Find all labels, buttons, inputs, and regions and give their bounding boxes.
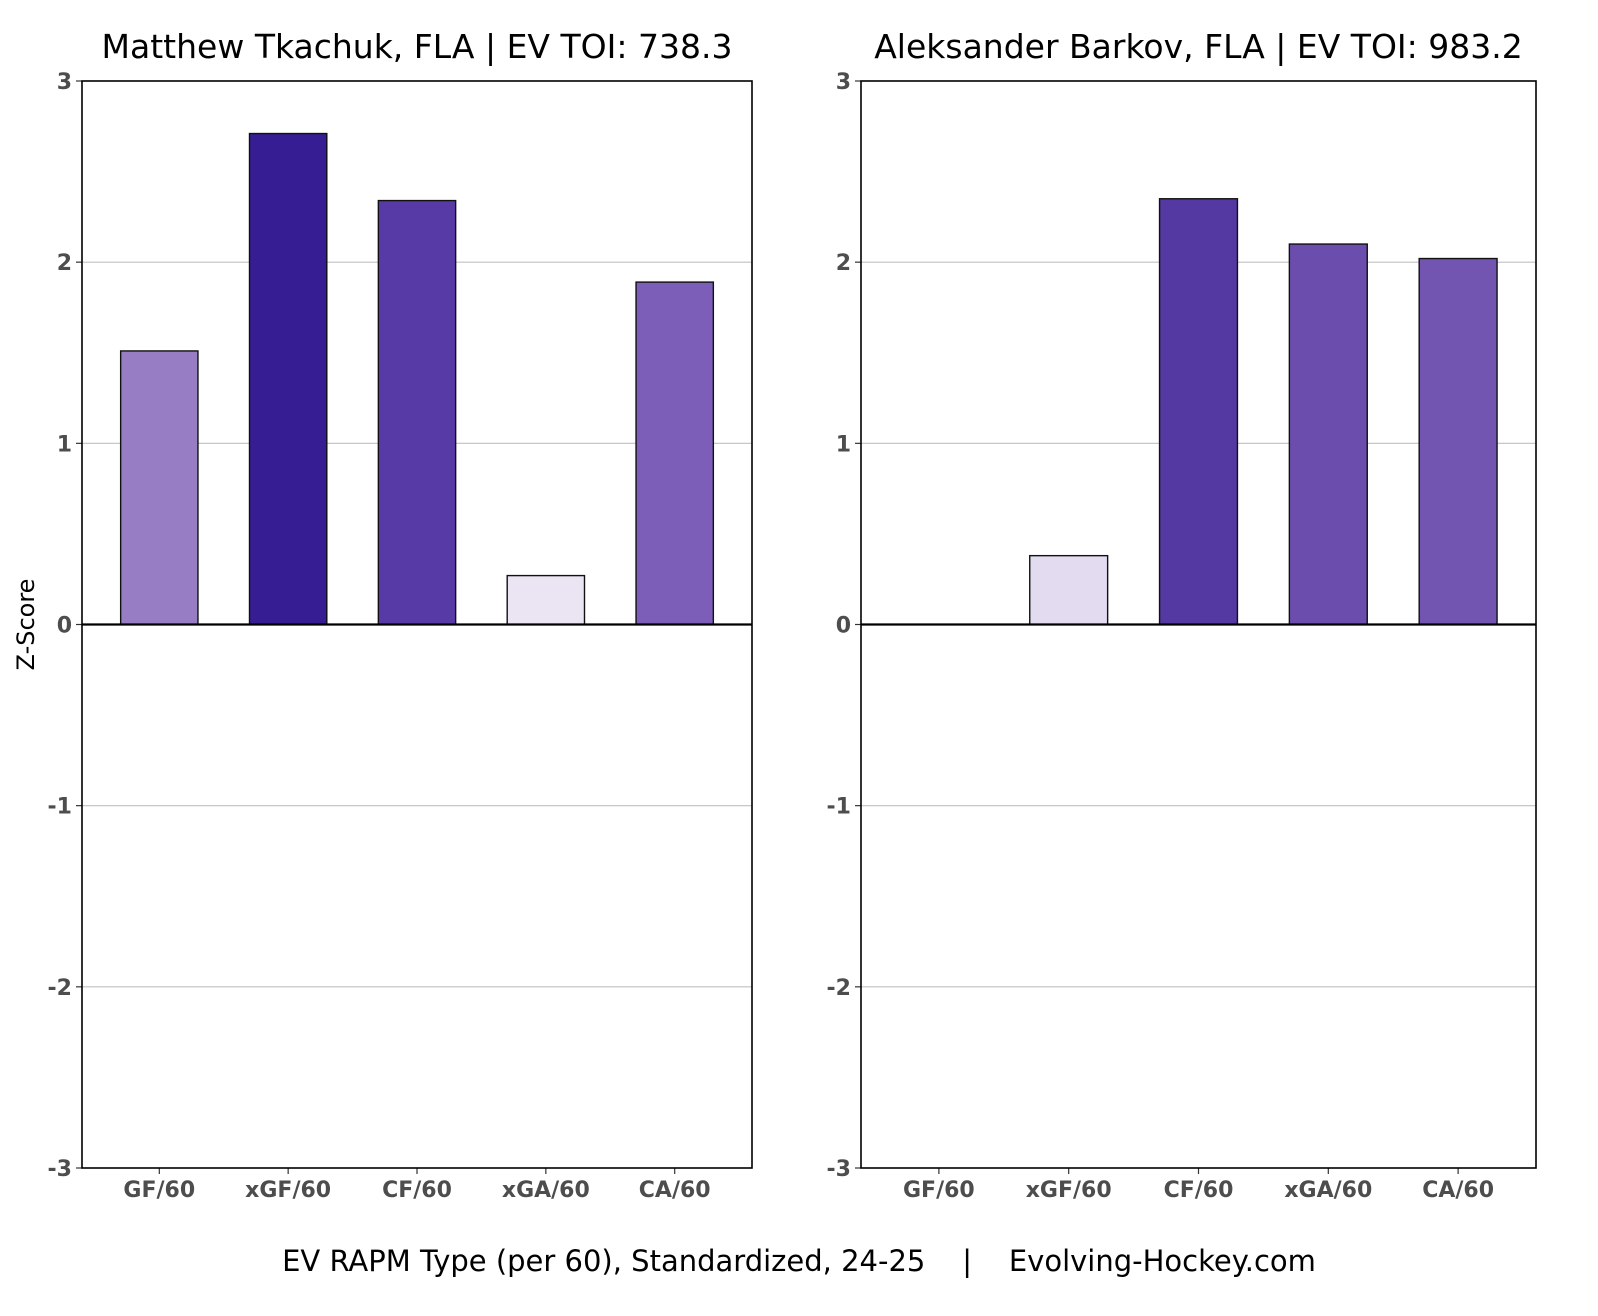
y-tick-label: 2 — [57, 251, 72, 276]
bar-xga-60 — [1288, 243, 1368, 626]
chart-caption: EV RAPM Type (per 60), Standardized, 24-… — [282, 1244, 1316, 1278]
panel-title: Aleksander Barkov, FLA | EV TOI: 983.2 — [874, 27, 1523, 66]
chart-panel-2: 3 2 1 0 -1 -2 -3 GF/60 xGF/60 CF/60 xGA/60 CA/60 Ale… — [827, 27, 1537, 1203]
y-tick-label: -3 — [48, 1157, 72, 1182]
y-tick-label: 3 — [836, 70, 851, 95]
x-tick-label: xGA/60 — [502, 1178, 590, 1203]
y-tick-label: -1 — [827, 795, 851, 820]
x-tick-label: xGF/60 — [245, 1178, 331, 1203]
bar-ca-60 — [1418, 257, 1498, 626]
x-tick-label: GF/60 — [903, 1178, 975, 1203]
bar-xga-60 — [506, 574, 586, 626]
x-tick-label: xGF/60 — [1026, 1178, 1112, 1203]
bar-xgf-60 — [1029, 554, 1109, 626]
plot-frame — [860, 80, 1537, 1169]
y-tick-label: -2 — [48, 976, 72, 1001]
x-tick-label: GF/60 — [123, 1178, 195, 1203]
bar-ca-60 — [635, 281, 715, 626]
bar-xgf-60 — [248, 132, 328, 626]
x-tick-label: xGA/60 — [1284, 1178, 1372, 1203]
bar-cf-60 — [1158, 198, 1239, 626]
y-axis-label: Z-Score — [12, 579, 40, 671]
y-tick-label: -3 — [827, 1157, 851, 1182]
y-tick-label: 1 — [836, 432, 851, 457]
x-tick-label: CF/60 — [1164, 1178, 1234, 1203]
y-tick-label: -1 — [48, 795, 72, 820]
x-tick-label: CA/60 — [1422, 1178, 1494, 1203]
plot-frame — [81, 80, 753, 1169]
y-tick-label: 3 — [57, 70, 72, 95]
x-tick-label: CF/60 — [382, 1178, 452, 1203]
bar-gf-60 — [119, 350, 199, 626]
y-tick-label: 0 — [57, 614, 72, 639]
y-tick-label: 1 — [57, 432, 72, 457]
y-tick-label: 2 — [836, 251, 851, 276]
y-tick-label: 0 — [836, 614, 851, 639]
bar-cf-60 — [377, 199, 457, 626]
chart-panel-1: 3 2 1 0 -1 -2 -3 GF/60 xGF/60 CF/60 xGA/60 CA/60 Mat… — [12, 27, 753, 1203]
x-tick-label: CA/60 — [639, 1178, 711, 1203]
panel-title: Matthew Tkachuk, FLA | EV TOI: 738.3 — [102, 27, 733, 66]
y-tick-label: -2 — [827, 976, 851, 1001]
